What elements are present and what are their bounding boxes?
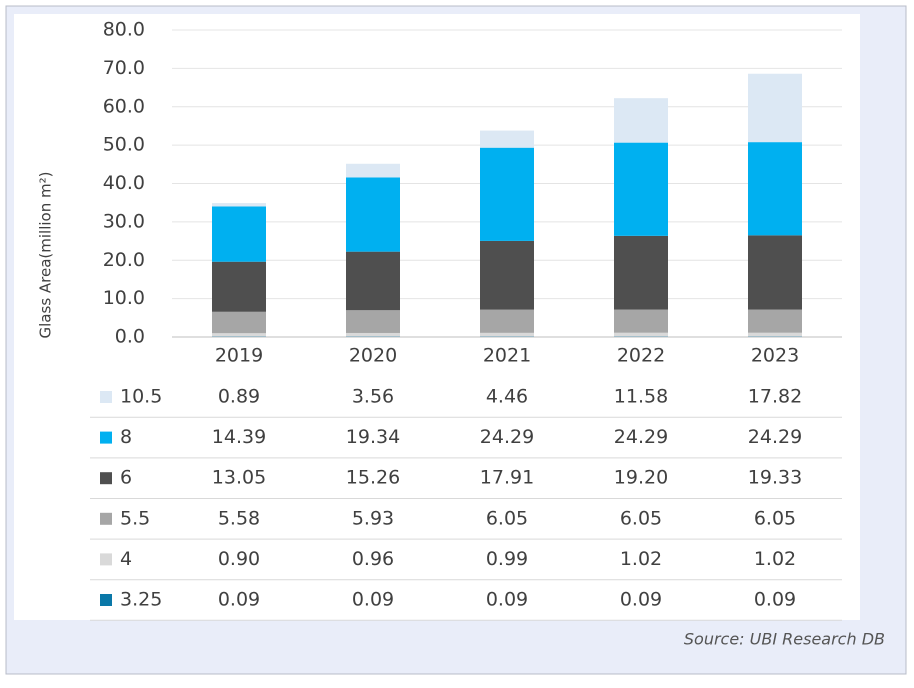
bar-segment [748,142,802,235]
bar-segment [346,333,400,337]
legend-swatch [100,472,112,484]
source: Source: UBI Research DB [684,630,885,649]
bar-segment [212,203,266,206]
y-tick-label: 20.0 [103,249,145,271]
y-tick-label: 0.0 [115,326,145,348]
y-tick-label: 70.0 [103,57,145,79]
table-cell: 19.33 [748,467,802,489]
legend-label: 3.25 [120,589,162,611]
bar-segment [212,333,266,336]
bar-segment [614,236,668,310]
table-cell: 3.56 [352,386,394,408]
y-tick-label: 10.0 [103,287,145,309]
table-cell: 0.89 [218,386,260,408]
table-cell: 0.09 [754,589,796,611]
bar-segment [346,252,400,311]
y-axis-label: Glass Area(million m²) [37,172,55,339]
legend-swatch [100,432,112,444]
bar-segment [614,143,668,236]
bar-segment [614,333,668,337]
y-tick-label: 50.0 [103,134,145,156]
y-tick-label: 80.0 [103,19,145,41]
bar-segment [748,333,802,337]
table-cell: 15.26 [346,467,400,489]
table-cell: 24.29 [480,426,534,448]
table-cell: 14.39 [212,426,266,448]
bar-segment [748,310,802,333]
table-cell: 24.29 [748,426,802,448]
table-cell: 17.82 [748,386,802,408]
table-cell: 6.05 [754,507,796,529]
bar-segment [480,148,534,241]
table-cell: 11.58 [614,386,668,408]
legend-label: 5.5 [120,507,150,529]
table-cell: 19.20 [614,467,668,489]
legend-swatch [100,513,112,525]
legend-swatch [100,391,112,403]
legend-label: 8 [120,426,132,448]
table-cell: 5.93 [352,507,394,529]
legend-label: 10.5 [120,386,162,408]
table-cell: 6.05 [486,507,528,529]
x-tick-label: 2020 [349,345,397,367]
bar-segment [212,312,266,333]
legend-label: 6 [120,467,132,489]
x-tick-label: 2023 [751,345,799,367]
bar-segment [748,235,802,309]
table-cell: 5.58 [218,507,260,529]
bar-segment [346,177,400,251]
x-tick-label: 2021 [483,345,531,367]
table-cell: 0.09 [486,589,528,611]
table-cell: 0.09 [620,589,662,611]
legend-label: 4 [120,548,132,570]
table-cell: 6.05 [620,507,662,529]
table-cell: 24.29 [614,426,668,448]
bar-segment [346,310,400,333]
legend-swatch [100,594,112,606]
bar-segment [212,262,266,312]
table-cell: 1.02 [620,548,662,570]
bar-segment [480,333,534,337]
table-cell: 1.02 [754,548,796,570]
bar-segment [480,131,534,148]
bar-segment [212,206,266,261]
y-tick-label: 30.0 [103,210,145,232]
table-cell: 0.90 [218,548,260,570]
table-cell: 0.09 [352,589,394,611]
table-cell: 4.46 [486,386,528,408]
table-cell: 0.09 [218,589,260,611]
y-tick-label: 60.0 [103,95,145,117]
bar-segment [480,241,534,310]
x-tick-label: 2022 [617,345,665,367]
y-tick-label: 40.0 [103,172,145,194]
table-cell: 0.99 [486,548,528,570]
table-cell: 17.91 [480,467,534,489]
bar-segment [748,74,802,142]
table-cell: 13.05 [212,467,266,489]
bar-segment [480,310,534,333]
bar-segment [614,98,668,142]
table-cell: 19.34 [346,426,400,448]
legend-swatch [100,553,112,565]
bar-segment [346,164,400,178]
table-cell: 0.96 [352,548,394,570]
x-tick-label: 2019 [215,345,263,367]
bar-segment [614,310,668,333]
